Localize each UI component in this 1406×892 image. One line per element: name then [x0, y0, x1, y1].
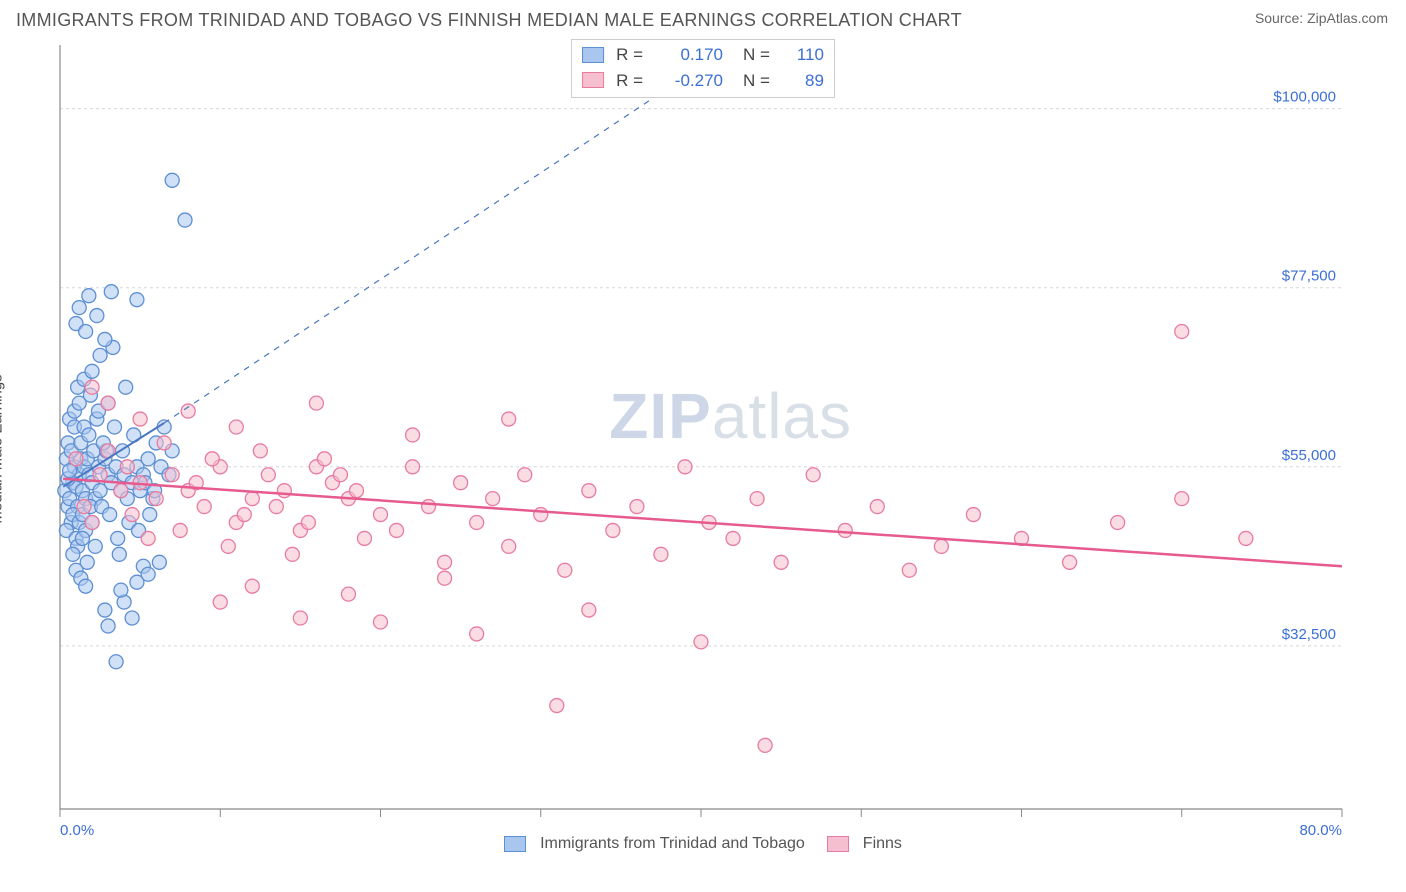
svg-text:$55,000: $55,000	[1282, 447, 1336, 464]
legend-swatch	[582, 47, 604, 63]
n-value: 110	[780, 42, 824, 68]
chart-title: IMMIGRANTS FROM TRINIDAD AND TOBAGO VS F…	[16, 10, 962, 31]
legend-stats-row: R = 0.170 N = 110	[582, 42, 824, 68]
r-value: -0.270	[653, 68, 723, 94]
legend-swatch	[582, 72, 604, 88]
correlation-legend: R = 0.170 N = 110 R = -0.270 N = 89	[571, 39, 835, 98]
legend-item: Immigrants from Trinidad and Tobago	[504, 835, 805, 853]
svg-text:$32,500: $32,500	[1282, 626, 1336, 643]
y-axis-label: Median Male Earnings	[0, 374, 6, 523]
series-legend: Immigrants from Trinidad and Tobago Finn…	[12, 835, 1394, 853]
r-label: R =	[616, 42, 643, 68]
svg-text:$77,500: $77,500	[1282, 268, 1336, 285]
legend-item: Finns	[827, 835, 902, 853]
scatter-chart: $32,500$55,000$77,500$100,0000.0%80.0%	[12, 39, 1352, 859]
source-label: Source: ZipAtlas.com	[1255, 10, 1388, 26]
svg-text:$100,000: $100,000	[1273, 89, 1336, 106]
r-label: R =	[616, 68, 643, 94]
n-label: N =	[743, 68, 770, 94]
r-value: 0.170	[653, 42, 723, 68]
legend-label: Finns	[863, 835, 902, 853]
legend-stats-row: R = -0.270 N = 89	[582, 68, 824, 94]
legend-label: Immigrants from Trinidad and Tobago	[540, 835, 805, 853]
n-value: 89	[780, 68, 824, 94]
n-label: N =	[743, 42, 770, 68]
legend-swatch	[504, 836, 526, 852]
legend-swatch	[827, 836, 849, 852]
chart-area: Median Male Earnings $32,500$55,000$77,5…	[12, 39, 1394, 859]
